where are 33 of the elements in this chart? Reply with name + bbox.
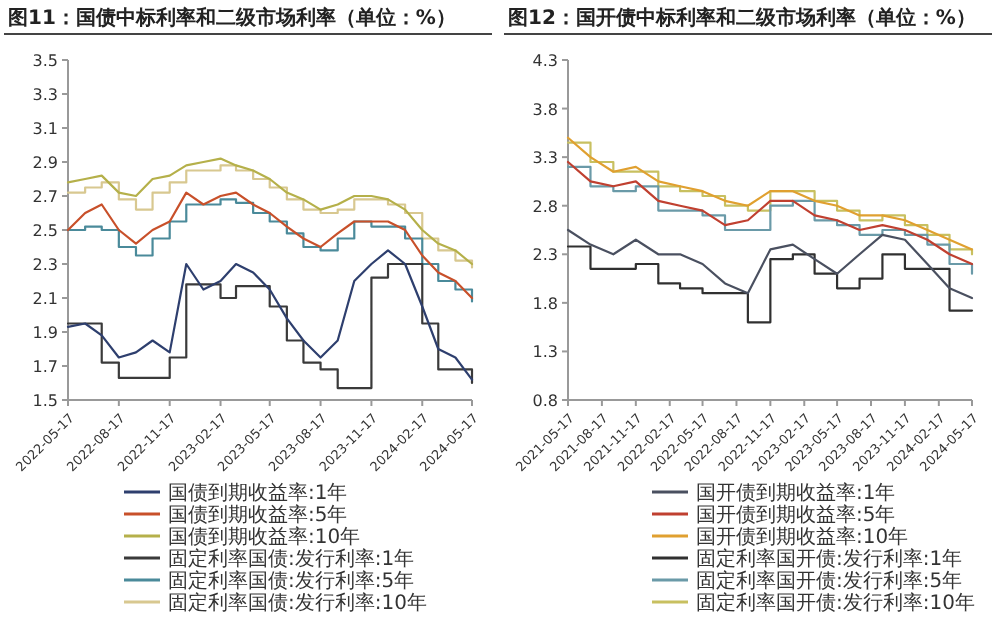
y-tick-label: 1.8: [532, 294, 558, 313]
legend-label: 固定利率国开债:发行利率:10年: [696, 591, 975, 615]
y-tick-label: 2.9: [32, 154, 58, 172]
y-tick-label: 1.3: [532, 343, 558, 362]
chart-title: 图12：国开债中标利率和二级市场利率（单位：%）: [508, 6, 976, 30]
legend-label: 国债到期收益率:10年: [168, 525, 361, 549]
y-tick-label: 3.1: [32, 120, 58, 138]
y-tick-label: 4.3: [532, 52, 558, 70]
chart-title: 图11：国债中标利率和二级市场利率（单位：%）: [8, 6, 456, 30]
legend-label: 固定利率国开债:发行利率:1年: [696, 547, 963, 571]
legend-label: 固定利率国债:发行利率:5年: [168, 569, 415, 593]
y-tick-label: 3.5: [32, 52, 58, 70]
legend-label: 国开债到期收益率:1年: [696, 481, 896, 505]
y-tick-label: 3.8: [532, 100, 558, 119]
legend-label: 国债到期收益率:1年: [168, 481, 348, 505]
y-tick-label: 0.8: [532, 392, 558, 410]
legend-label: 国开债到期收益率:10年: [696, 525, 909, 549]
y-tick-label: 1.5: [32, 392, 58, 410]
y-tick-label: 2.1: [32, 290, 58, 308]
legend-label: 固定利率国债:发行利率:1年: [168, 547, 415, 571]
y-tick-label: 3.3: [32, 86, 58, 104]
legend-label: 国债到期收益率:5年: [168, 503, 348, 527]
y-tick-label: 2.5: [32, 222, 58, 240]
legend-label: 固定利率国开债:发行利率:5年: [696, 569, 963, 593]
y-tick-label: 1.9: [32, 324, 58, 342]
y-tick-label: 3.3: [532, 149, 558, 168]
legend-label: 国开债到期收益率:5年: [696, 503, 896, 527]
y-tick-label: 2.3: [32, 256, 58, 274]
y-tick-label: 2.7: [32, 188, 58, 206]
y-tick-label: 1.7: [32, 358, 58, 376]
y-tick-label: 2.8: [532, 197, 558, 216]
y-tick-label: 2.3: [532, 246, 558, 265]
legend-label: 固定利率国债:发行利率:10年: [168, 591, 427, 615]
